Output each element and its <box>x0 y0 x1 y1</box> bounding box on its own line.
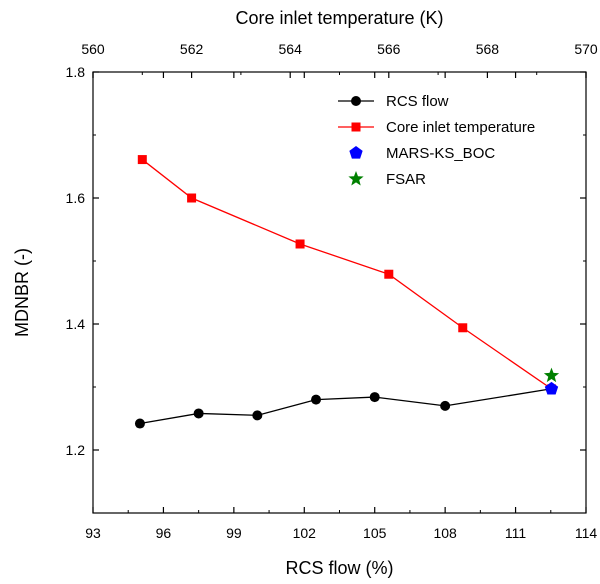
data-point-fsar <box>543 367 560 383</box>
series-line-rcs-flow <box>139 388 551 425</box>
series-core-inlet-temperature <box>137 155 556 394</box>
legend-label-core-inlet-temperature: Core inlet temperature <box>386 119 535 136</box>
x-tick-label: 102 <box>293 525 317 541</box>
series-fsar <box>543 367 560 383</box>
x2-axis-title: Core inlet temperature (K) <box>235 8 443 28</box>
x-tick-label: 111 <box>505 525 526 541</box>
data-point-rcs-flow <box>369 392 380 403</box>
y-tick-label: 1.8 <box>66 64 86 80</box>
y-tick-label: 1.2 <box>66 442 86 458</box>
data-point-core-inlet-temperature <box>137 155 147 165</box>
legend-marker-mars-ks-boc <box>349 146 363 159</box>
x-tick-label: 93 <box>85 525 101 541</box>
data-point-mars-ks-boc <box>544 381 559 395</box>
legend-label-fsar: FSAR <box>386 171 426 188</box>
legend-label-mars-ks-boc: MARS-KS_BOC <box>386 145 495 162</box>
plot-frame <box>92 71 587 514</box>
x2-tick-label: 562 <box>180 41 204 57</box>
series-mars-ks-boc <box>544 381 559 395</box>
x-axis-title: RCS flow (%) <box>285 558 393 578</box>
x2-tick-label: 560 <box>81 41 105 57</box>
legend: RCS flow Core inlet temperature MARS-KS_BO… <box>338 93 535 188</box>
x2-tick-label: 570 <box>574 41 598 57</box>
legend-marker-rcs-flow <box>351 96 361 106</box>
y-tick-label: 1.4 <box>66 316 86 332</box>
axis-ticks: 93 96 99 102 105 108 111 114 560 562 564 566 568 570 1… <box>66 41 598 541</box>
series-layer <box>134 155 560 429</box>
x-tick-label: 108 <box>433 525 457 541</box>
x-tick-label: 99 <box>226 525 242 541</box>
legend-marker-fsar <box>348 171 364 186</box>
legend-label-rcs-flow: RCS flow <box>386 93 449 110</box>
x2-tick-label: 566 <box>377 41 401 57</box>
series-rcs-flow <box>134 383 556 429</box>
x2-tick-label: 564 <box>279 41 303 57</box>
x-tick-label: 96 <box>156 525 172 541</box>
data-point-rcs-flow <box>440 400 451 411</box>
y-tick-label: 1.6 <box>66 190 86 206</box>
legend-marker-core-inlet-temperature <box>351 122 361 132</box>
data-point-core-inlet-temperature <box>384 269 394 279</box>
data-point-rcs-flow <box>193 408 204 419</box>
data-point-core-inlet-temperature <box>187 193 197 203</box>
y-axis-title: MDNBR (-) <box>12 248 32 337</box>
x-tick-label: 114 <box>575 525 598 541</box>
data-point-core-inlet-temperature <box>295 239 305 249</box>
data-point-rcs-flow <box>311 394 322 405</box>
data-point-rcs-flow <box>252 410 263 421</box>
data-point-rcs-flow <box>134 418 145 429</box>
series-line-core-inlet-temperature <box>141 159 552 390</box>
x2-tick-label: 568 <box>476 41 500 57</box>
x-tick-label: 105 <box>363 525 387 541</box>
data-point-core-inlet-temperature <box>458 323 468 333</box>
